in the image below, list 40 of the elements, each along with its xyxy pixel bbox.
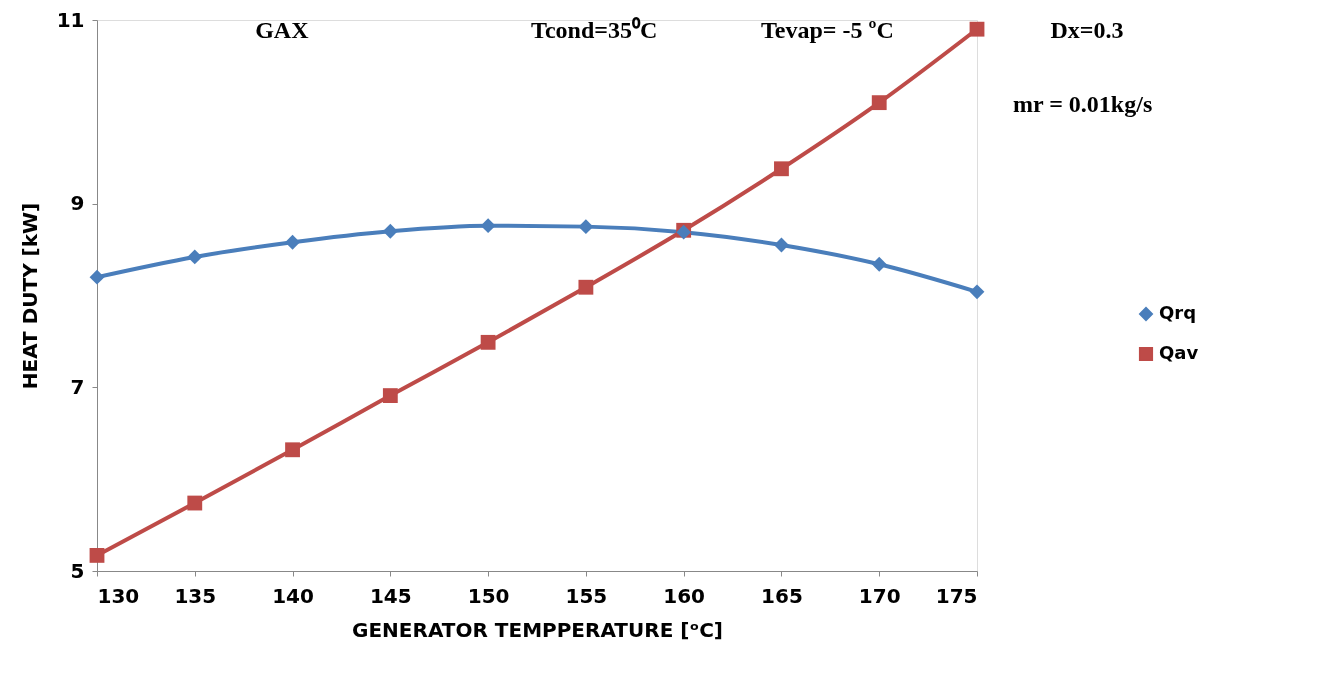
y-tick-label: 9 bbox=[70, 191, 85, 216]
x-tick-label: 135 bbox=[174, 583, 217, 608]
point bbox=[578, 219, 594, 235]
annotation: Tevap= -5 ºC bbox=[761, 17, 894, 44]
legend-label: Qav bbox=[1159, 342, 1199, 363]
x-tick-label: 170 bbox=[858, 583, 901, 608]
x-tick-label: 140 bbox=[272, 583, 314, 608]
point bbox=[578, 279, 594, 295]
point bbox=[285, 234, 300, 250]
x-tick-label: 160 bbox=[663, 583, 706, 608]
point bbox=[89, 269, 105, 285]
text: mr = 0.01kg/s bbox=[1012, 91, 1153, 118]
point bbox=[89, 547, 105, 563]
point bbox=[871, 256, 887, 272]
point bbox=[871, 95, 887, 111]
point bbox=[480, 218, 496, 234]
y-tick-label: 5 bbox=[70, 558, 85, 583]
y-tick-label: 7 bbox=[70, 374, 85, 399]
x-tick-label: 165 bbox=[761, 583, 803, 608]
point bbox=[285, 442, 300, 458]
legend-label: Qrq bbox=[1159, 302, 1197, 323]
point bbox=[480, 334, 496, 350]
x-tick-label: 150 bbox=[467, 583, 510, 608]
x-tick-label: 145 bbox=[369, 583, 412, 608]
point bbox=[382, 388, 398, 404]
y-axis-title: HEAT DUTY [kW] bbox=[17, 202, 42, 390]
x-tick-label: 130 bbox=[97, 583, 140, 608]
x-tick-label: 155 bbox=[565, 583, 608, 608]
point bbox=[969, 284, 985, 300]
text: Dx=0.3 bbox=[1050, 17, 1124, 44]
point bbox=[187, 249, 203, 265]
x-tick-label: 175 bbox=[935, 583, 978, 608]
x-axis-title: GENERATOR TEMPPERATURE [ᵒC] bbox=[352, 617, 723, 642]
annotation: GAX bbox=[255, 17, 310, 44]
point bbox=[382, 223, 398, 239]
point bbox=[187, 495, 203, 511]
annotation: Tcond=35⁰C bbox=[531, 17, 658, 44]
point bbox=[774, 161, 789, 177]
point bbox=[969, 21, 985, 37]
y-tick-label: 11 bbox=[56, 7, 85, 32]
